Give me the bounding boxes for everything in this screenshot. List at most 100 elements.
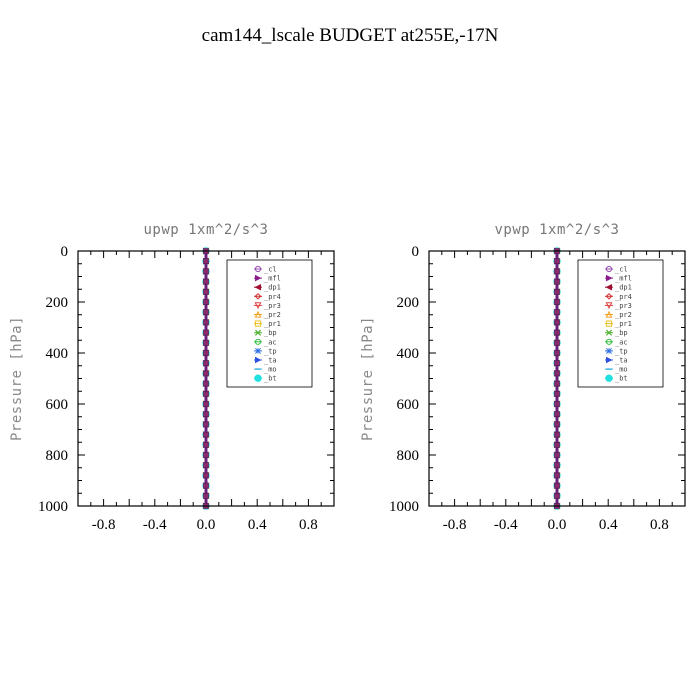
legend-label: _pr4	[615, 293, 632, 301]
data-point	[203, 492, 209, 499]
legend-label: _ac	[264, 338, 277, 346]
data-point	[203, 421, 209, 428]
data-point	[554, 401, 560, 407]
data-point	[554, 380, 560, 387]
legend-label: _ta	[264, 357, 277, 365]
legend-item-ac: _ac	[605, 338, 628, 346]
legend-item-mo: _mo	[254, 366, 277, 374]
legend-label: _pr3	[264, 302, 281, 310]
data-point	[203, 472, 209, 479]
legend-label: _dp1	[264, 284, 281, 292]
legend: _cl_mfl_dp1_pr4_pr3_pr2_pr1_bp_ac_tp_ta_…	[226, 259, 313, 388]
legend-item-tp: _tp	[605, 347, 628, 355]
legend-item-ac: _ac	[254, 338, 277, 346]
y-tick-label: 800	[46, 448, 69, 464]
legend-box	[226, 259, 313, 388]
legend: _cl_mfl_dp1_pr4_pr3_pr2_pr1_bp_ac_tp_ta_…	[577, 259, 664, 388]
legend-label: _pr2	[264, 311, 281, 319]
data-point	[203, 401, 209, 407]
legend-marker	[605, 292, 613, 300]
y-tick-label: 400	[397, 346, 420, 362]
legend-item-mfl: _mfl	[605, 275, 632, 283]
panel-2: vpwp 1xm^2/s^3 Pressure [hPa] 0 200 400 600 80…	[360, 222, 686, 533]
legend-label: _bp	[264, 329, 277, 337]
legend-item-ta: _ta	[605, 357, 628, 365]
legend-item-cl: _cl	[254, 266, 277, 274]
data-point	[203, 411, 209, 418]
legend-marker	[254, 320, 262, 327]
data-point	[554, 258, 560, 265]
data-point	[203, 319, 209, 326]
y-tick-label: 1000	[38, 499, 68, 515]
data-point	[554, 288, 560, 295]
y-tick-label: 0	[61, 244, 69, 260]
legend-label: _ac	[615, 338, 628, 346]
legend-item-bt: _bt	[605, 374, 628, 383]
data-point	[203, 329, 209, 336]
data-point	[203, 462, 209, 469]
legend-marker	[254, 356, 262, 364]
x-tick-label: -0.4	[143, 517, 167, 533]
legend-marker	[254, 292, 262, 300]
legend-marker	[605, 310, 613, 318]
data-point	[203, 360, 209, 367]
panel-title: upwp 1xm^2/s^3	[143, 222, 268, 238]
data-point	[203, 288, 209, 295]
legend-label: _cl	[264, 266, 277, 274]
x-tick-label: 0.8	[650, 517, 669, 533]
legend-label: _pr2	[615, 311, 632, 319]
data-point	[203, 441, 209, 448]
y-tick-label: 600	[46, 397, 69, 413]
legend-item-pr1: _pr1	[605, 320, 632, 328]
data-point	[554, 278, 560, 285]
legend-item-pr1: _pr1	[254, 320, 281, 328]
legend-marker	[254, 374, 262, 382]
legend-item-bp: _bp	[254, 329, 277, 337]
data-point	[554, 299, 560, 305]
data-point	[554, 390, 560, 397]
legend-label: _pr1	[615, 320, 632, 328]
legend-label: _bt	[264, 375, 277, 383]
data-point	[554, 319, 560, 326]
legend-item-bp: _bp	[605, 329, 628, 337]
legend-label: _pr3	[615, 302, 632, 310]
legend-item-pr3: _pr3	[605, 302, 632, 310]
x-tick-label: -0.8	[443, 517, 467, 533]
data-point	[554, 360, 560, 367]
data-point	[554, 309, 560, 316]
y-tick-label: 1000	[389, 499, 419, 515]
x-tick-label: 0.4	[248, 517, 267, 533]
legend-label: _ta	[615, 357, 628, 365]
legend-marker	[605, 283, 612, 291]
legend-label: _mo	[615, 366, 628, 374]
legend-marker	[605, 302, 613, 310]
legend-label: _tp	[264, 347, 277, 355]
data-point	[203, 268, 209, 275]
y-tick-label: 200	[397, 295, 420, 311]
data-point	[554, 462, 560, 469]
data-point	[554, 370, 560, 377]
legend-marker	[254, 283, 262, 291]
data-point	[554, 350, 560, 356]
data-point	[203, 452, 209, 458]
data-point	[554, 452, 560, 458]
legend-item-pr2: _pr2	[605, 310, 632, 319]
x-tick-label: -0.8	[92, 517, 116, 533]
legend-marker	[254, 329, 262, 336]
data-point	[554, 441, 560, 448]
y-tick-label: 400	[46, 346, 69, 362]
legend-label: _dp1	[615, 284, 632, 292]
data-point	[203, 278, 209, 285]
panel-1: upwp 1xm^2/s^3 Pressure [hPa] 0 200 400 600 80…	[9, 222, 335, 533]
legend-item-tp: _tp	[254, 347, 277, 355]
legend-marker	[254, 338, 262, 345]
legend-item-pr2: _pr2	[254, 310, 281, 319]
legend-label: _cl	[615, 266, 628, 274]
data-point	[554, 329, 560, 336]
legend-box	[577, 259, 664, 388]
data-point	[554, 421, 560, 428]
legend-item-pr4: _pr4	[254, 293, 281, 301]
x-tick-label: 0.8	[299, 517, 318, 533]
legend-item-mfl: _mfl	[254, 275, 281, 283]
